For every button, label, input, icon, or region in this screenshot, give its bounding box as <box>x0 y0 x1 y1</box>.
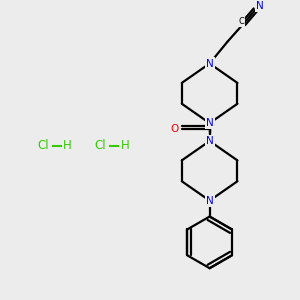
Text: H: H <box>121 140 130 152</box>
Text: N: N <box>256 1 264 11</box>
Text: N: N <box>206 196 214 206</box>
Text: C: C <box>238 17 244 26</box>
Text: O: O <box>171 124 179 134</box>
Text: N: N <box>206 118 214 128</box>
Text: Cl: Cl <box>37 140 49 152</box>
Text: Cl: Cl <box>94 140 106 152</box>
Text: N: N <box>206 58 214 68</box>
Text: N: N <box>206 136 214 146</box>
Text: H: H <box>63 140 72 152</box>
